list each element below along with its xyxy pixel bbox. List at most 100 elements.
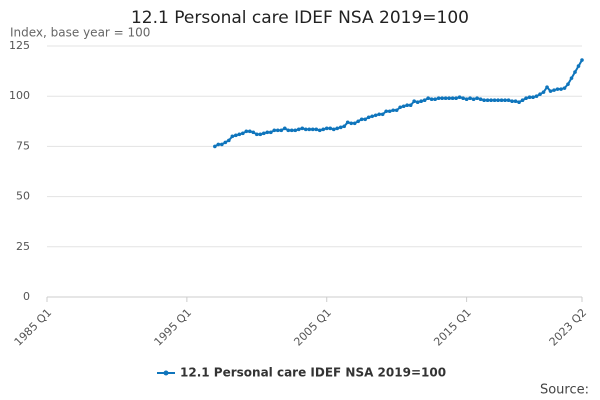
point	[282, 126, 287, 131]
point	[471, 97, 476, 102]
point	[485, 98, 490, 103]
point	[366, 115, 371, 120]
point	[310, 127, 315, 132]
point	[213, 144, 217, 149]
point	[559, 87, 563, 91]
point	[520, 98, 525, 103]
point	[255, 132, 259, 137]
y-tick-label: 100	[9, 89, 30, 102]
point	[363, 117, 368, 122]
point	[356, 119, 361, 124]
point	[251, 130, 256, 135]
point	[220, 142, 224, 147]
point	[373, 113, 378, 118]
source: Source:	[540, 383, 589, 398]
x-tick-label: 1985 Q1	[12, 306, 55, 349]
point	[429, 97, 434, 102]
subtitle: Index, base year = 100	[10, 26, 150, 40]
point	[499, 98, 504, 103]
point	[562, 86, 567, 90]
point	[496, 98, 500, 103]
point	[461, 96, 465, 101]
point	[391, 108, 395, 113]
point	[401, 104, 406, 109]
point	[268, 130, 273, 135]
y-tick-label: 75	[16, 139, 30, 152]
point	[237, 132, 242, 137]
y-tick-label: 0	[23, 290, 30, 303]
point	[555, 87, 560, 91]
point	[443, 96, 448, 101]
point	[541, 90, 546, 94]
point	[548, 89, 553, 93]
point	[475, 96, 479, 101]
x-tick-label: 1995 Q1	[152, 306, 195, 349]
point	[552, 88, 556, 92]
point	[387, 109, 392, 114]
point	[524, 96, 528, 101]
point	[440, 96, 444, 101]
point	[450, 96, 455, 101]
x-tick-label: 2005 Q1	[291, 306, 334, 349]
point	[338, 125, 343, 130]
point	[293, 128, 298, 133]
point	[531, 95, 535, 100]
point	[377, 112, 381, 117]
point	[405, 103, 409, 108]
y-tick-label: 50	[16, 190, 30, 203]
legend-dot	[163, 370, 169, 376]
point	[272, 128, 277, 133]
point	[513, 99, 518, 104]
point	[286, 128, 291, 133]
point	[394, 108, 399, 113]
point	[261, 131, 266, 136]
point	[321, 127, 326, 132]
point	[426, 96, 430, 101]
point	[573, 70, 577, 74]
point	[258, 132, 263, 137]
point	[342, 124, 347, 129]
point	[447, 96, 451, 101]
point	[489, 98, 493, 103]
point	[412, 99, 416, 104]
y-tick-label: 25	[16, 240, 30, 253]
point	[345, 120, 350, 125]
point	[317, 128, 322, 133]
point	[331, 127, 336, 132]
point	[216, 142, 221, 147]
x-tick-label: 2015 Q1	[431, 306, 474, 349]
point	[328, 126, 333, 131]
point	[289, 128, 294, 133]
point	[303, 127, 308, 132]
point	[314, 127, 319, 132]
point	[492, 98, 497, 103]
chart-title: 12.1 Personal care IDEF NSA 2019=100	[131, 8, 469, 28]
point	[275, 128, 280, 133]
point	[580, 58, 584, 62]
point	[227, 138, 231, 143]
legend-label: 12.1 Personal care IDEF NSA 2019=100	[180, 366, 446, 380]
point	[569, 76, 574, 80]
point	[436, 96, 441, 101]
point	[468, 96, 472, 101]
point	[433, 97, 437, 102]
point	[248, 129, 252, 134]
point	[352, 121, 357, 126]
point	[265, 130, 270, 135]
point	[419, 99, 423, 104]
point	[457, 95, 462, 100]
point	[510, 99, 514, 104]
point	[576, 64, 581, 68]
point	[408, 103, 413, 108]
point	[464, 97, 469, 102]
point	[478, 97, 483, 102]
point	[384, 109, 388, 114]
point	[324, 126, 329, 131]
x-tick-label: 2023 Q2	[547, 306, 590, 349]
point	[534, 94, 539, 98]
point	[244, 129, 249, 134]
point	[223, 140, 228, 145]
point	[300, 126, 305, 131]
point	[296, 127, 301, 132]
